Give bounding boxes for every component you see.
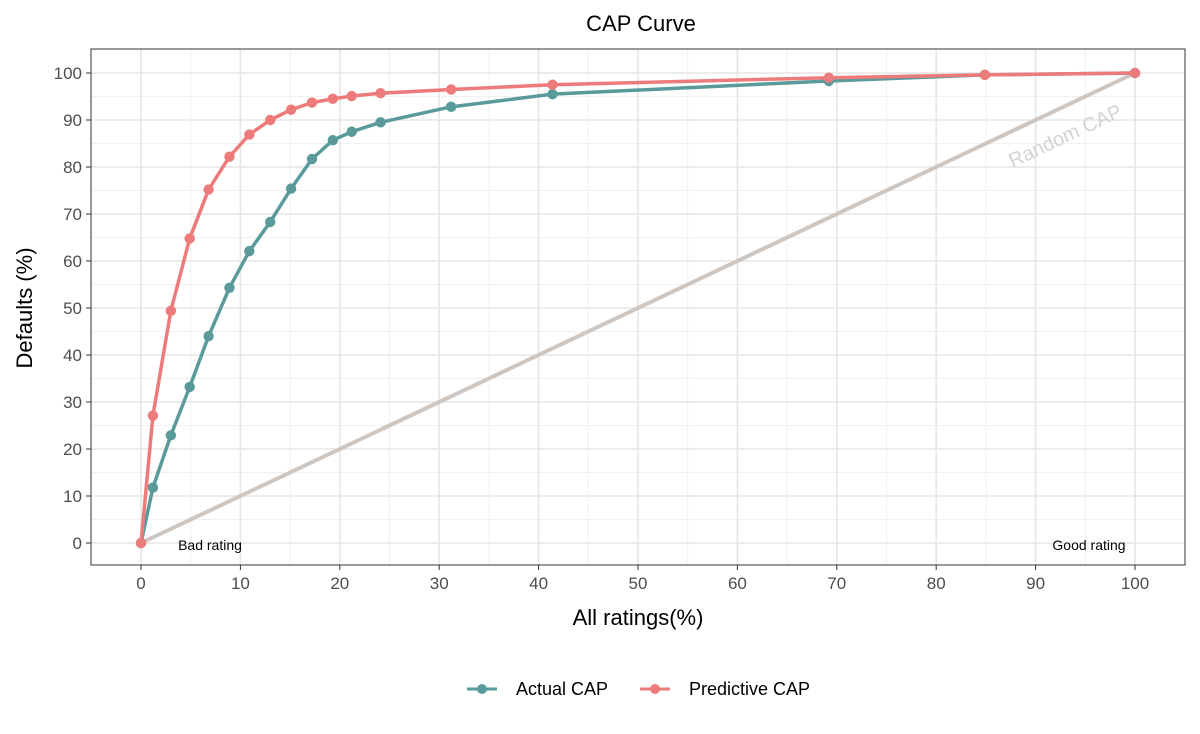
actual-cap-point — [244, 245, 255, 257]
y-tick-label: 40 — [63, 346, 82, 365]
predictive-cap-point — [346, 90, 357, 102]
predictive-cap-point — [306, 97, 318, 108]
predictive-cap-point — [203, 184, 214, 195]
x-tick-label: 90 — [1026, 574, 1045, 593]
actual-cap-point — [547, 88, 558, 100]
good-rating-annotation: Good rating — [1052, 537, 1125, 553]
predictive-cap-point — [327, 93, 339, 105]
x-tick-label: 30 — [430, 574, 449, 593]
x-axis: 0 10 20 30 40 50 60 70 80 90 100 — [136, 565, 1149, 593]
predictive-cap-point — [1129, 67, 1141, 79]
y-tick-label: 60 — [63, 252, 82, 271]
y-tick-label: 90 — [63, 111, 82, 130]
actual-cap-point — [203, 331, 214, 342]
y-tick-label: 50 — [63, 299, 82, 318]
predictive-cap-point — [979, 69, 991, 81]
actual-cap-point — [165, 430, 177, 441]
actual-cap-point — [346, 126, 357, 137]
actual-cap-point — [265, 216, 276, 228]
x-tick-label: 50 — [629, 574, 648, 593]
legend-key-predictive-point — [650, 684, 660, 694]
x-tick-label: 60 — [728, 574, 747, 593]
actual-cap-point — [147, 482, 159, 493]
x-tick-label: 10 — [231, 574, 250, 593]
y-tick-label: 20 — [63, 440, 82, 459]
predictive-cap-point — [445, 84, 457, 95]
x-tick-label: 40 — [529, 574, 548, 593]
predictive-cap-point — [547, 79, 558, 90]
y-axis: 0 10 20 30 40 50 60 70 80 90 100 — [54, 64, 91, 553]
actual-cap-point — [224, 282, 235, 293]
actual-cap-point — [184, 381, 195, 393]
actual-cap-point — [445, 101, 457, 113]
y-tick-label: 100 — [54, 64, 82, 83]
x-tick-label: 80 — [927, 574, 946, 593]
legend: Actual CAP Predictive CAP — [467, 679, 810, 699]
predictive-cap-point — [147, 410, 159, 421]
predictive-cap-point — [135, 537, 147, 549]
predictive-cap-point — [375, 88, 386, 99]
predictive-cap-point — [285, 104, 297, 115]
series-layer — [135, 67, 1141, 549]
predictive-cap-point — [244, 129, 255, 140]
actual-cap-point — [285, 183, 297, 194]
predictive-cap-point — [165, 305, 177, 317]
y-tick-label: 80 — [63, 158, 82, 177]
actual-cap-point — [327, 135, 339, 146]
x-tick-label: 20 — [330, 574, 349, 593]
legend-key-actual-point — [477, 684, 487, 694]
actual-cap-line — [139, 71, 1136, 544]
predictive-cap-point — [224, 151, 235, 162]
x-tick-label: 0 — [136, 574, 145, 593]
y-tick-label: 0 — [73, 534, 82, 553]
predictive-cap-point — [823, 72, 835, 83]
predictive-cap-point — [265, 114, 276, 126]
predictive-cap-line — [139, 71, 1136, 544]
bad-rating-annotation: Bad rating — [178, 537, 242, 553]
actual-cap-point — [375, 117, 386, 128]
legend-label-predictive: Predictive CAP — [689, 679, 810, 699]
predictive-cap-point — [184, 233, 195, 244]
x-tick-label: 100 — [1121, 574, 1149, 593]
y-tick-label: 10 — [63, 487, 82, 506]
x-tick-label: 70 — [827, 574, 846, 593]
legend-label-actual: Actual CAP — [516, 679, 608, 699]
x-axis-title: All ratings(%) — [573, 605, 704, 630]
random-cap-line — [140, 71, 1136, 545]
random-cap-layer — [140, 71, 1136, 545]
y-axis-title: Defaults (%) — [12, 247, 37, 368]
y-tick-label: 70 — [63, 205, 82, 224]
y-tick-label: 30 — [63, 393, 82, 412]
chart-title: CAP Curve — [586, 11, 696, 36]
actual-cap-point — [306, 153, 318, 165]
